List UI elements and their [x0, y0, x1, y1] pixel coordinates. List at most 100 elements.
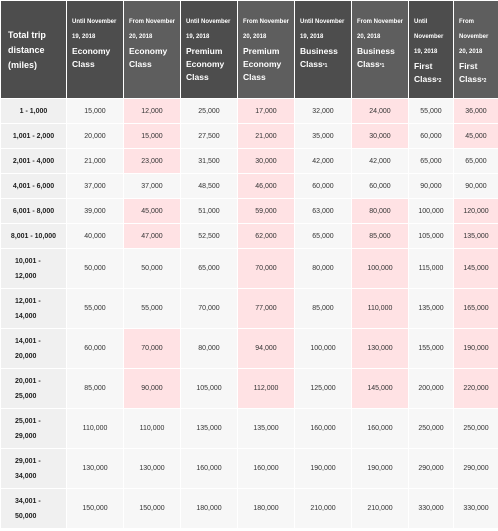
- miles-cell: 70,000: [123, 328, 181, 369]
- miles-cell: 110,000: [351, 288, 409, 329]
- miles-cell: 45,000: [123, 198, 181, 224]
- miles-cell: 130,000: [351, 328, 409, 369]
- miles-cell: 125,000: [294, 368, 352, 409]
- table-row: 12,001 -14,000 55,000 55,000 70,000 77,0…: [0, 288, 498, 329]
- miles-cell: 165,000: [453, 288, 498, 329]
- miles-cell: 36,000: [453, 98, 498, 124]
- miles-cell: 65,000: [180, 248, 238, 289]
- header-distance: Total trip distance (miles): [0, 0, 67, 99]
- header-col: Until November 19, 2018 Business Class*1: [294, 0, 352, 99]
- miles-cell: 190,000: [453, 328, 498, 369]
- table-row: 34,001 -50,000 150,000 150,000 180,000 1…: [0, 488, 498, 529]
- miles-cell: 220,000: [453, 368, 498, 409]
- miles-cell: 30,000: [237, 148, 295, 174]
- table-row: 4,001 - 6,000 37,000 37,000 48,500 46,00…: [0, 173, 498, 199]
- miles-cell: 100,000: [351, 248, 409, 289]
- miles-cell: 65,000: [294, 223, 352, 249]
- miles-cell: 51,000: [180, 198, 238, 224]
- miles-cell: 85,000: [351, 223, 409, 249]
- miles-cell: 210,000: [294, 488, 352, 529]
- miles-cell: 80,000: [351, 198, 409, 224]
- miles-cell: 55,000: [123, 288, 181, 329]
- miles-cell: 110,000: [123, 408, 181, 449]
- miles-cell: 90,000: [408, 173, 454, 199]
- distance-range: 14,001 -20,000: [0, 328, 67, 369]
- miles-cell: 150,000: [66, 488, 124, 529]
- header-period: Until November 19, 2018: [300, 19, 345, 40]
- miles-cell: 31,500: [180, 148, 238, 174]
- miles-cell: 20,000: [66, 123, 124, 149]
- miles-cell: 37,000: [66, 173, 124, 199]
- distance-range: 6,001 - 8,000: [0, 198, 67, 224]
- miles-cell: 180,000: [180, 488, 238, 529]
- miles-cell: 180,000: [237, 488, 295, 529]
- table-row: 25,001 -29,000 110,000 110,000 135,000 1…: [0, 408, 498, 449]
- miles-cell: 250,000: [408, 408, 454, 449]
- miles-cell: 59,000: [237, 198, 295, 224]
- header-col: From November 20, 2018 First Class*2: [453, 0, 498, 99]
- header-period: Until November 19, 2018: [414, 19, 444, 55]
- distance-range: 12,001 -14,000: [0, 288, 67, 329]
- miles-cell: 39,000: [66, 198, 124, 224]
- miles-cell: 130,000: [123, 448, 181, 489]
- miles-cell: 330,000: [453, 488, 498, 529]
- header-period: From November 20, 2018: [357, 19, 404, 40]
- header-col: From November 20, 2018 Economy Class: [123, 0, 181, 99]
- miles-cell: 94,000: [237, 328, 295, 369]
- table-row: 14,001 -20,000 60,000 70,000 80,000 94,0…: [0, 328, 498, 369]
- miles-cell: 135,000: [180, 408, 238, 449]
- table-row: 8,001 - 10,000 40,000 47,000 52,500 62,0…: [0, 223, 498, 249]
- header-period: Until November 19, 2018: [186, 19, 231, 40]
- miles-cell: 25,000: [180, 98, 238, 124]
- miles-cell: 120,000: [453, 198, 498, 224]
- distance-range: 34,001 -50,000: [0, 488, 67, 529]
- miles-cell: 60,000: [66, 328, 124, 369]
- miles-cell: 27,500: [180, 123, 238, 149]
- miles-cell: 55,000: [408, 98, 454, 124]
- miles-cell: 290,000: [453, 448, 498, 489]
- header-class: First Class*2: [459, 61, 487, 84]
- miles-cell: 90,000: [123, 368, 181, 409]
- miles-cell: 21,000: [66, 148, 124, 174]
- distance-range: 1,001 - 2,000: [0, 123, 67, 149]
- distance-range: 4,001 - 6,000: [0, 173, 67, 199]
- distance-range: 8,001 - 10,000: [0, 223, 67, 249]
- miles-cell: 160,000: [237, 448, 295, 489]
- miles-cell: 160,000: [351, 408, 409, 449]
- miles-cell: 46,000: [237, 173, 295, 199]
- miles-cell: 40,000: [66, 223, 124, 249]
- distance-range: 29,001 -34,000: [0, 448, 67, 489]
- miles-cell: 52,500: [180, 223, 238, 249]
- miles-cell: 23,000: [123, 148, 181, 174]
- miles-cell: 85,000: [66, 368, 124, 409]
- header-period: Until November 19, 2018: [72, 19, 117, 40]
- header-class: Premium Economy Class: [186, 46, 225, 82]
- miles-cell: 80,000: [180, 328, 238, 369]
- miles-cell: 35,000: [294, 123, 352, 149]
- miles-cell: 77,000: [237, 288, 295, 329]
- header-class: Business Class*1: [357, 46, 395, 69]
- header-col: From November 20, 2018 Business Class*1: [351, 0, 409, 99]
- miles-cell: 190,000: [294, 448, 352, 489]
- miles-cell: 155,000: [408, 328, 454, 369]
- miles-cell: 17,000: [237, 98, 295, 124]
- miles-cell: 21,000: [237, 123, 295, 149]
- miles-cell: 37,000: [123, 173, 181, 199]
- header-period: From November 20, 2018: [243, 19, 290, 40]
- header-col: Until November 19, 2018 Economy Class: [66, 0, 124, 99]
- table-row: 2,001 - 4,000 21,000 23,000 31,500 30,00…: [0, 148, 498, 174]
- distance-range: 20,001 -25,000: [0, 368, 67, 409]
- miles-cell: 24,000: [351, 98, 409, 124]
- header-class: Economy Class: [129, 46, 168, 69]
- miles-cell: 100,000: [294, 328, 352, 369]
- table-row: 10,001 -12,000 50,000 50,000 65,000 70,0…: [0, 248, 498, 289]
- miles-cell: 15,000: [66, 98, 124, 124]
- table-row: 6,001 - 8,000 39,000 45,000 51,000 59,00…: [0, 198, 498, 224]
- miles-cell: 85,000: [294, 288, 352, 329]
- miles-cell: 200,000: [408, 368, 454, 409]
- table-row: 29,001 -34,000 130,000 130,000 160,000 1…: [0, 448, 498, 489]
- distance-range: 10,001 -12,000: [0, 248, 67, 289]
- miles-cell: 100,000: [408, 198, 454, 224]
- header-col: Until November 19, 2018 Premium Economy …: [180, 0, 238, 99]
